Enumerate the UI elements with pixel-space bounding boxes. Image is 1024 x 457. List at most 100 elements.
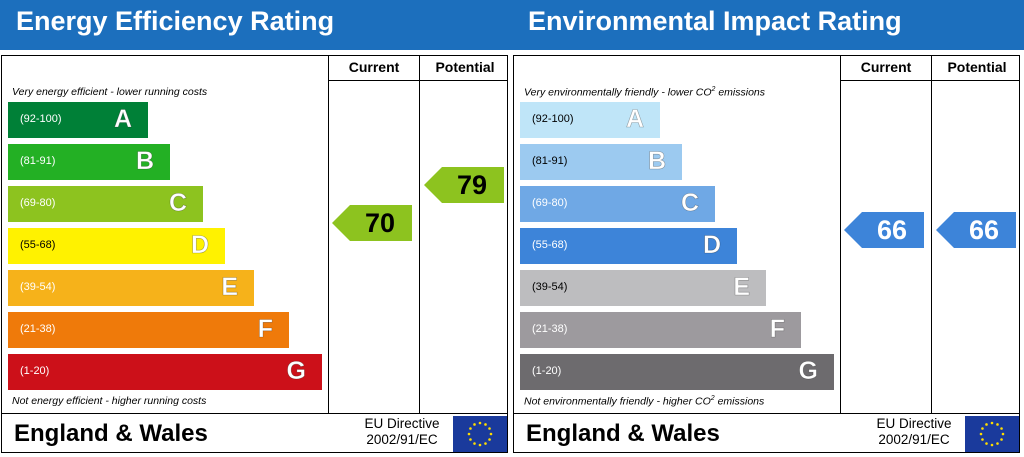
band-letter-label: D [702, 231, 722, 260]
energy-efficiency-header: Energy Efficiency Rating [0, 0, 512, 50]
current-column-divider [840, 55, 841, 414]
environmental-impact-panel: Environmental Impact Rating Current Pote… [512, 0, 1024, 457]
current-arrow-shape [844, 212, 924, 248]
band-letter-label: F [769, 315, 785, 344]
environmental-impact-header: Environmental Impact Rating [512, 0, 1024, 50]
eu-flag-icon [965, 416, 1019, 452]
footer-region: England & Wales [14, 420, 208, 447]
eu-star [981, 427, 984, 430]
environmental-impact-frame [513, 55, 1020, 453]
rating-band-c: (69-80) C [520, 186, 715, 222]
environmental-impact-title: Environmental Impact Rating [528, 6, 902, 36]
eu-star [990, 421, 994, 425]
current-rating-arrow: 70 [332, 205, 412, 241]
rating-band-d: (55-68) D [520, 228, 737, 264]
eu-directive: EU Directive 2002/91/EC [357, 416, 447, 448]
bottom-note-end: emissions [714, 395, 765, 408]
eu-star [996, 423, 999, 426]
band-letter-label: E [221, 273, 238, 302]
eu-star [478, 421, 482, 425]
rating-band-c: (69-80) C [8, 186, 203, 222]
potential-arrow-shape [424, 167, 504, 203]
potential-arrow-shape [936, 212, 1016, 248]
energy-efficiency-frame [1, 55, 508, 453]
eu-star [1000, 427, 1003, 430]
current-column-divider [328, 55, 329, 414]
top-note-subscript: 2 [711, 86, 716, 93]
eu-star [996, 442, 999, 445]
band-range-label: (69-80) [20, 197, 56, 209]
top-note-end: emissions [715, 86, 766, 99]
eu-star [473, 442, 476, 445]
eu-star [981, 438, 984, 441]
energy-efficiency-title: Energy Efficiency Rating [16, 6, 335, 36]
band-range-label: (69-80) [532, 197, 568, 209]
band-letter-label: E [733, 273, 750, 302]
band-range-label: (55-68) [532, 239, 568, 251]
band-range-label: (21-38) [532, 323, 568, 335]
potential-column-divider [419, 55, 420, 414]
rating-band-a: (92-100) A [8, 102, 148, 138]
rating-band-f: (21-38) F [8, 312, 289, 348]
eu-star [484, 423, 487, 426]
band-range-label: (81-91) [20, 155, 56, 167]
eu-flag-icon [453, 416, 507, 452]
energy-efficiency-panel: Energy Efficiency Rating Current Potenti… [0, 0, 512, 453]
footer-region: England & Wales [526, 420, 720, 447]
rating-band-a: (92-100) A [520, 102, 660, 138]
band-letter-label: B [647, 147, 667, 176]
eu-star [1000, 438, 1003, 441]
rating-band-g: (1-20) G [520, 354, 834, 390]
eu-star [488, 427, 491, 430]
column-header-line [328, 80, 508, 81]
current-rating-arrow: 66 [844, 212, 924, 248]
band-range-label: (81-91) [532, 155, 568, 167]
current-arrow-shape [332, 205, 412, 241]
band-letter-label: D [190, 231, 210, 260]
bottom-note: Not environmentally friendly - higher CO… [524, 395, 764, 408]
rating-band-f: (21-38) F [520, 312, 801, 348]
eu-directive-line1: EU Directive [876, 416, 952, 431]
potential-column-header: Potential [435, 59, 495, 75]
eu-star [467, 432, 471, 436]
current-column-header: Current [860, 59, 912, 75]
current-column-header: Current [348, 59, 400, 75]
current-rating-value: 70 [364, 208, 396, 238]
potential-rating-arrow: 79 [424, 167, 504, 203]
eu-star [1001, 432, 1005, 436]
band-letter-label: F [257, 315, 273, 344]
top-note: Very energy efficient - lower running co… [12, 86, 208, 98]
eu-star [469, 427, 472, 430]
eu-star [478, 443, 482, 447]
band-letter-label: G [286, 357, 306, 386]
potential-column-header: Potential [947, 59, 1007, 75]
band-range-label: (55-68) [20, 239, 56, 251]
eu-star [469, 438, 472, 441]
footer-line [1, 413, 508, 414]
band-letter-label: B [135, 147, 155, 176]
band-range-label: (92-100) [20, 113, 62, 125]
top-note-text: Very environmentally friendly - lower CO [524, 86, 712, 99]
eu-star [484, 442, 487, 445]
rating-band-b: (81-91) B [520, 144, 682, 180]
bottom-note-text: Not environmentally friendly - higher CO [524, 395, 711, 408]
band-range-label: (39-54) [532, 281, 568, 293]
band-letter-label: A [113, 105, 133, 134]
eu-star [985, 442, 988, 445]
top-note: Very environmentally friendly - lower CO… [524, 86, 765, 99]
column-header-line [840, 80, 1020, 81]
band-range-label: (39-54) [20, 281, 56, 293]
band-range-label: (21-38) [20, 323, 56, 335]
rating-band-e: (39-54) E [520, 270, 766, 306]
footer-line [513, 413, 1020, 414]
rating-band-g: (1-20) G [8, 354, 322, 390]
eu-star [489, 432, 493, 436]
eu-star [473, 423, 476, 426]
band-letter-label: C [680, 189, 700, 218]
potential-rating-arrow: 66 [936, 212, 1016, 248]
band-letter-label: C [168, 189, 188, 218]
band-range-label: (1-20) [532, 365, 562, 377]
band-range-label: (1-20) [20, 365, 50, 377]
eu-star [990, 443, 994, 447]
eu-directive-line1: EU Directive [364, 416, 440, 431]
